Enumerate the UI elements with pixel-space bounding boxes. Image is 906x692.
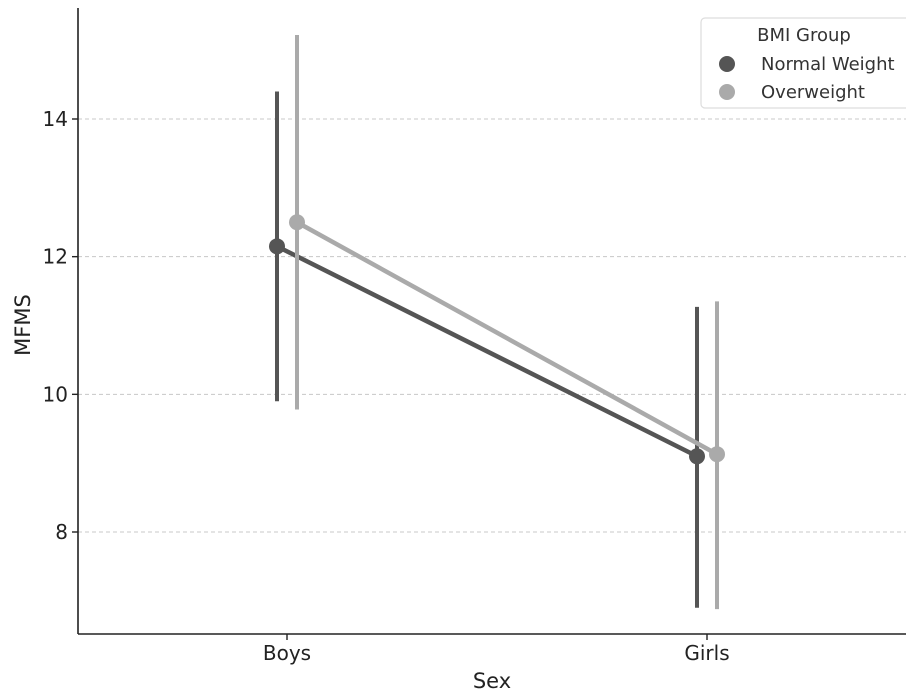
legend-box xyxy=(700,17,906,109)
legend-label: Overweight xyxy=(761,82,865,103)
x-ticks: Boys Girls xyxy=(263,634,730,665)
y-tick-label: 12 xyxy=(43,245,68,269)
series-layer xyxy=(269,35,725,610)
x-axis-title: Sex xyxy=(473,669,511,692)
y-tick-label: 10 xyxy=(43,382,68,406)
series-line xyxy=(294,220,720,457)
y-axis-title: MFMS xyxy=(11,294,35,356)
legend-marker xyxy=(719,56,735,72)
legend-items: Normal Weight Overweight xyxy=(719,54,895,103)
legend-marker xyxy=(719,84,735,100)
axes xyxy=(77,8,906,635)
legend-title: BMI Group xyxy=(757,25,851,46)
grid xyxy=(78,118,906,533)
data-point xyxy=(709,446,725,463)
data-point xyxy=(689,448,705,465)
legend-label: Normal Weight xyxy=(761,54,895,75)
series-normal-weight xyxy=(269,91,705,608)
series-line xyxy=(274,244,700,459)
x-tick-label: Girls xyxy=(684,641,729,665)
x-tick-label: Boys xyxy=(263,641,311,665)
data-point xyxy=(269,238,285,255)
data-point xyxy=(289,214,305,231)
y-ticks: 8 10 12 14 xyxy=(43,107,78,544)
y-tick-label: 14 xyxy=(43,107,68,131)
series-overweight xyxy=(289,35,725,610)
y-tick-label: 8 xyxy=(55,520,68,544)
legend: BMI Group Normal Weight Overweight xyxy=(700,17,906,109)
